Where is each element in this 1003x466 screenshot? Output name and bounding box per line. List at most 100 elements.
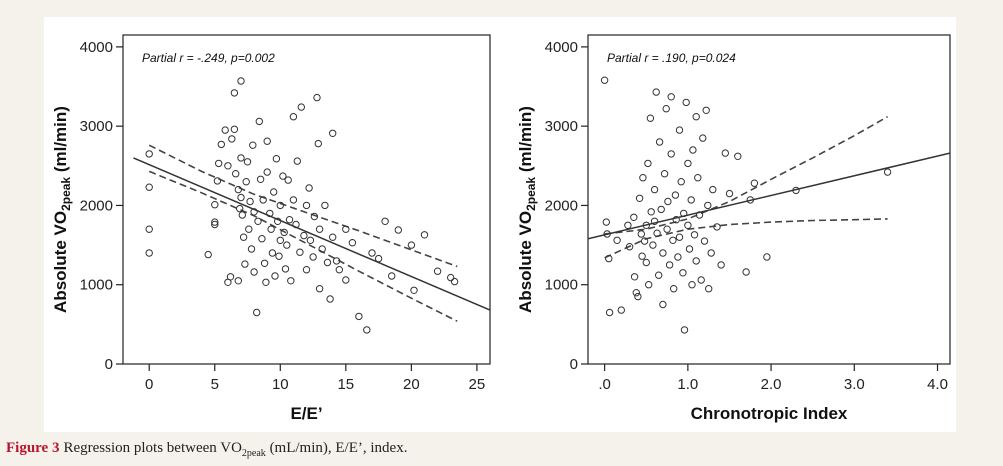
data-point	[684, 159, 692, 168]
partial-r-annotation: Partial r = -.249, p=0.002	[142, 51, 275, 65]
data-point	[241, 260, 249, 268]
data-point	[272, 155, 281, 163]
regression-plots: 0 1000 2000 3000 4000 0 5 10 15 20 25 E/E’ Absolute …	[51, 34, 951, 423]
data-point	[653, 229, 661, 237]
data-point	[289, 196, 298, 204]
data-point	[670, 285, 678, 293]
data-point	[630, 273, 639, 281]
data-point	[650, 217, 659, 226]
data-point	[267, 225, 275, 233]
data-point	[237, 154, 245, 162]
data-point	[300, 231, 308, 240]
data-point	[309, 253, 317, 261]
data-point	[302, 266, 311, 274]
data-point	[342, 225, 350, 233]
data-point	[763, 253, 771, 261]
data-point	[410, 286, 418, 294]
data-point	[624, 221, 632, 230]
data-point	[315, 225, 324, 233]
data-point	[690, 231, 699, 239]
data-point	[381, 217, 389, 226]
data-point	[145, 249, 153, 257]
data-point	[638, 252, 646, 260]
ci-lower-ci-line	[148, 170, 458, 322]
data-point	[314, 139, 322, 148]
data-point	[226, 273, 235, 281]
data-point	[675, 126, 684, 134]
data-point	[254, 217, 262, 226]
data-point	[281, 265, 290, 273]
data-point	[230, 125, 239, 134]
data-point	[228, 135, 236, 143]
data-point	[348, 239, 357, 247]
x-tick-label: 10	[272, 376, 289, 393]
data-point	[883, 168, 892, 176]
data-point	[746, 196, 754, 204]
y-tick-label: 4000	[80, 39, 113, 56]
data-point	[667, 150, 675, 158]
data-point	[276, 236, 285, 245]
data-point	[674, 253, 682, 261]
data-point	[259, 196, 267, 204]
data-point	[276, 201, 285, 210]
data-point	[605, 308, 614, 317]
data-point	[289, 113, 298, 121]
data-point	[237, 193, 245, 202]
data-point	[632, 289, 640, 297]
data-point	[603, 230, 611, 238]
data-point	[679, 269, 687, 277]
data-point	[297, 103, 305, 111]
data-point	[342, 276, 350, 284]
data-point	[705, 285, 713, 293]
data-point	[407, 241, 416, 249]
data-point	[734, 152, 742, 161]
data-point	[306, 236, 315, 245]
data-point	[237, 77, 245, 85]
data-point	[279, 172, 287, 180]
data-point	[245, 225, 253, 233]
caption-text: Regression plots between VO2peak (mL/min…	[63, 440, 408, 459]
data-point	[363, 326, 371, 334]
data-point	[260, 259, 269, 268]
data-point	[675, 233, 684, 241]
data-point	[672, 216, 680, 224]
data-point	[617, 306, 625, 314]
x-tick-label: 5	[211, 376, 219, 393]
ci-upper-ci-line	[604, 116, 888, 235]
data-point	[713, 223, 721, 231]
figure-label: Figure 3	[6, 440, 60, 456]
data-point	[250, 208, 258, 216]
data-point	[645, 281, 653, 289]
data-point	[630, 213, 638, 222]
data-point	[321, 201, 329, 210]
data-point	[680, 326, 689, 334]
x-tick-label: 20	[403, 376, 420, 393]
data-point	[660, 170, 669, 178]
data-point	[665, 261, 674, 269]
x-tick-label: 4.0	[927, 376, 948, 393]
data-point	[450, 277, 459, 286]
data-point	[263, 168, 271, 176]
data-point	[315, 285, 324, 293]
data-point	[280, 228, 288, 237]
data-point	[285, 216, 294, 224]
data-point	[250, 268, 258, 276]
data-point	[644, 159, 652, 168]
data-point	[433, 267, 442, 275]
data-point	[217, 140, 226, 149]
data-point	[274, 217, 282, 226]
x-axis-label: Chronotropic Index	[691, 404, 848, 423]
data-point	[323, 258, 332, 267]
data-point	[283, 241, 291, 249]
data-point	[266, 209, 274, 218]
data-point	[211, 220, 219, 229]
ci-lower-ci-line	[604, 218, 888, 259]
data-point	[232, 170, 240, 178]
data-point	[355, 312, 363, 321]
data-point	[697, 276, 705, 284]
data-point	[634, 292, 642, 301]
data-point	[256, 175, 265, 184]
chart-2: 0 1000 2000 3000 4000 .0 1.0 2.0 3.0 4.0 Chronotro…	[516, 34, 951, 423]
plot-frame	[587, 34, 951, 365]
data-point	[684, 221, 692, 230]
